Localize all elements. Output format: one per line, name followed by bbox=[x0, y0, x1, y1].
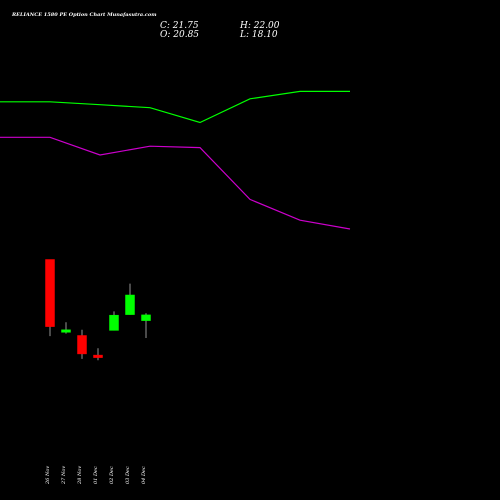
x-tick-label: 02 Dec bbox=[109, 466, 115, 484]
indicator-line-2 bbox=[0, 136, 351, 230]
x-tick-label: 28 Nov bbox=[77, 466, 83, 485]
candle-body bbox=[109, 314, 119, 331]
close-value: C: 21.75 bbox=[160, 21, 199, 31]
candle-body bbox=[125, 294, 135, 315]
candle-body bbox=[61, 329, 71, 333]
candle-02-dec bbox=[109, 311, 119, 331]
candle-27-nov bbox=[61, 322, 71, 334]
candle-body bbox=[141, 314, 151, 321]
indicator-line-1 bbox=[0, 90, 350, 124]
x-tick-label: 03 Dec bbox=[125, 466, 131, 484]
x-tick-label: 04 Dec bbox=[141, 466, 147, 484]
x-axis-ticks: 26 Nov 27 Nov 28 Nov 01 Dec 02 Dec 03 Dec 04 D… bbox=[45, 466, 147, 485]
x-tick-label: 01 Dec bbox=[93, 466, 99, 484]
candle-body bbox=[77, 335, 87, 355]
line-series-group bbox=[0, 90, 351, 230]
candlestick-group bbox=[45, 259, 151, 361]
candle-01-dec bbox=[93, 348, 103, 361]
candle-03-dec bbox=[125, 283, 135, 315]
candle-26-nov bbox=[45, 259, 55, 337]
low-value: L: 18.10 bbox=[239, 30, 278, 40]
x-tick-label: 27 Nov bbox=[61, 466, 67, 485]
candle-body bbox=[45, 259, 55, 327]
open-value: O: 20.85 bbox=[160, 30, 199, 40]
x-tick-label: 26 Nov bbox=[45, 466, 51, 485]
candle-04-dec bbox=[141, 313, 151, 338]
high-value: H: 22.00 bbox=[239, 21, 280, 31]
candle-28-nov bbox=[77, 329, 87, 359]
candle-body bbox=[93, 354, 103, 358]
chart-title: RELIANCE 1580 PE Option Chart Munafasutr… bbox=[11, 12, 157, 18]
